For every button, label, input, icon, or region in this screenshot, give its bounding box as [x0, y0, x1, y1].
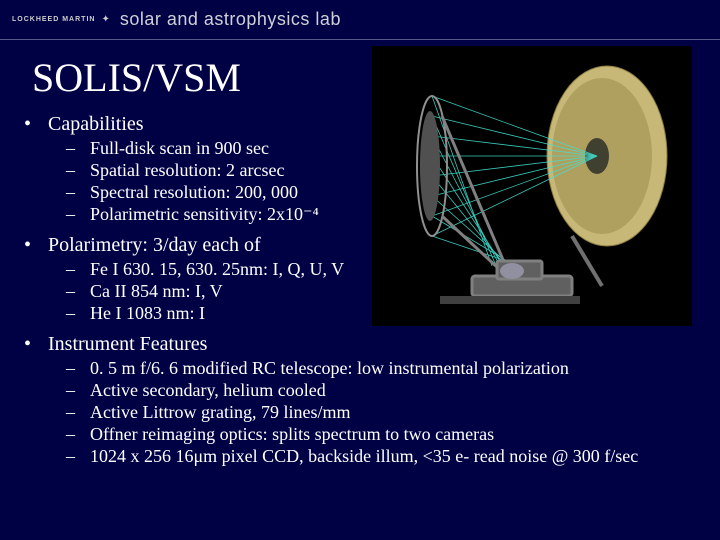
- section-label: Polarimetry: 3/day each of: [48, 234, 261, 257]
- item-text: 1024 x 256 16μm pixel CCD, backside illu…: [90, 446, 638, 467]
- lab-title: solar and astrophysics lab: [120, 9, 341, 30]
- header-bar: LOCKHEED MARTIN ✦ solar and astrophysics…: [0, 0, 720, 40]
- list-item: –Active secondary, helium cooled: [66, 380, 720, 401]
- list-item: –He I 1083 nm: I: [66, 303, 720, 324]
- section-label: Capabilities: [48, 113, 144, 136]
- bullet-dash-icon: –: [66, 446, 90, 467]
- bullet-dot-icon: •: [24, 113, 48, 136]
- item-text: Full-disk scan in 900 sec: [90, 138, 269, 159]
- bullet-dash-icon: –: [66, 424, 90, 445]
- company-logo-text: LOCKHEED MARTIN: [12, 16, 95, 23]
- item-text: Ca II 854 nm: I, V: [90, 281, 223, 302]
- list-item: –1024 x 256 16μm pixel CCD, backside ill…: [66, 446, 720, 467]
- bullet-dash-icon: –: [66, 281, 90, 302]
- item-text: Fe I 630. 15, 630. 25nm: I, Q, U, V: [90, 259, 344, 280]
- bullet-dash-icon: –: [66, 204, 90, 225]
- list-item: –Spatial resolution: 2 arcsec: [66, 160, 720, 181]
- bullet-dash-icon: –: [66, 138, 90, 159]
- bullet-dot-icon: •: [24, 234, 48, 257]
- item-text: 0. 5 m f/6. 6 modified RC telescope: low…: [90, 358, 569, 379]
- list-item: –Active Littrow grating, 79 lines/mm: [66, 402, 720, 423]
- item-text: He I 1083 nm: I: [90, 303, 205, 324]
- bullet-dash-icon: –: [66, 303, 90, 324]
- list-item: –Polarimetric sensitivity: 2x10⁻⁴: [66, 204, 720, 225]
- bullet-dash-icon: –: [66, 380, 90, 401]
- section-heading: • Polarimetry: 3/day each of: [24, 234, 720, 257]
- item-text: Active secondary, helium cooled: [90, 380, 326, 401]
- list-item: –Spectral resolution: 200, 000: [66, 182, 720, 203]
- item-text: Offner reimaging optics: splits spectrum…: [90, 424, 494, 445]
- bullet-dash-icon: –: [66, 182, 90, 203]
- bullet-dash-icon: –: [66, 259, 90, 280]
- logo-star-icon: ✦: [101, 14, 109, 25]
- bullet-dot-icon: •: [24, 333, 48, 356]
- item-text: Polarimetric sensitivity: 2x10⁻⁴: [90, 204, 319, 225]
- section-heading: • Capabilities: [24, 113, 720, 136]
- list-item: –Fe I 630. 15, 630. 25nm: I, Q, U, V: [66, 259, 720, 280]
- section-label: Instrument Features: [48, 333, 207, 356]
- bullet-dash-icon: –: [66, 402, 90, 423]
- bullet-dash-icon: –: [66, 160, 90, 181]
- list-item: –0. 5 m f/6. 6 modified RC telescope: lo…: [66, 358, 720, 379]
- item-text: Active Littrow grating, 79 lines/mm: [90, 402, 350, 423]
- list-item: –Offner reimaging optics: splits spectru…: [66, 424, 720, 445]
- list-item: –Ca II 854 nm: I, V: [66, 281, 720, 302]
- slide-content: • Capabilities –Full-disk scan in 900 se…: [24, 113, 720, 467]
- bullet-dash-icon: –: [66, 358, 90, 379]
- item-text: Spectral resolution: 200, 000: [90, 182, 298, 203]
- item-text: Spatial resolution: 2 arcsec: [90, 160, 284, 181]
- list-item: –Full-disk scan in 900 sec: [66, 138, 720, 159]
- section-heading: • Instrument Features: [24, 333, 720, 356]
